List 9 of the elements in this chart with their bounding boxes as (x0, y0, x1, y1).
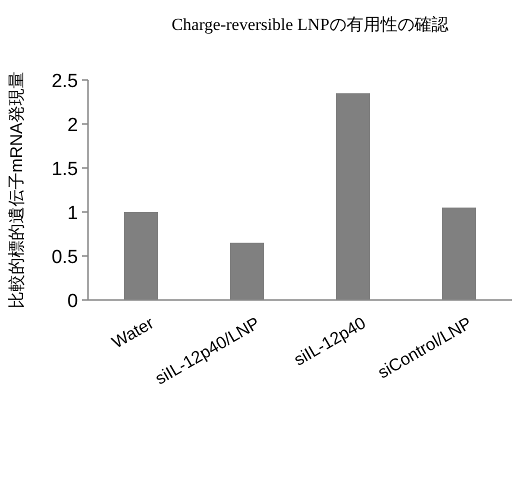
y-tick-label: 1.5 (52, 159, 78, 180)
y-tick-label: 2 (67, 115, 78, 136)
y-tick-label: 0.5 (52, 247, 78, 268)
y-tick-label: 0 (67, 291, 78, 312)
y-tick-label: 2.5 (52, 71, 78, 92)
y-tick-label: 1 (67, 203, 78, 224)
chart-title: Charge-reversible LNPの有用性の確認 (172, 15, 448, 34)
y-axis-title: 比較的標的遺伝子mRNA発現量 (7, 71, 26, 309)
x-tick-label: Water (108, 313, 158, 352)
